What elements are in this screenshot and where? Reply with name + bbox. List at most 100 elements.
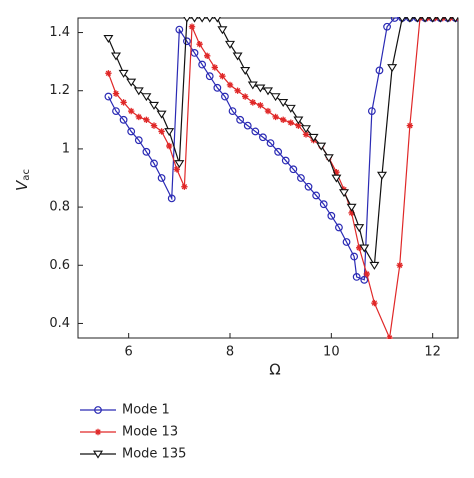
marker — [301, 125, 311, 134]
series-line — [107, 17, 456, 268]
marker — [297, 174, 305, 182]
marker — [120, 99, 127, 106]
marker — [135, 113, 142, 121]
marker — [352, 273, 361, 281]
marker — [167, 194, 176, 203]
marker — [302, 131, 310, 138]
x-tick-label: 6 — [125, 345, 133, 360]
marker — [234, 87, 241, 94]
marker — [339, 189, 349, 198]
marker — [281, 156, 290, 165]
marker — [211, 64, 218, 71]
marker — [335, 223, 343, 232]
marker — [205, 72, 214, 81]
marker — [166, 142, 173, 150]
marker — [333, 168, 340, 176]
marker — [287, 119, 294, 126]
marker — [257, 102, 264, 109]
marker — [386, 334, 393, 339]
marker — [348, 209, 355, 217]
marker — [421, 17, 429, 23]
marker — [183, 37, 191, 46]
marker — [304, 182, 313, 191]
marker — [174, 160, 185, 169]
marker — [188, 23, 196, 30]
marker — [255, 84, 266, 93]
marker — [429, 17, 437, 23]
marker — [181, 183, 188, 190]
marker — [363, 270, 370, 278]
marker — [175, 25, 184, 34]
marker — [126, 78, 137, 87]
marker — [444, 17, 452, 23]
marker — [367, 107, 376, 115]
y-axis-label: Vac — [13, 169, 33, 191]
marker — [327, 211, 336, 220]
marker — [103, 35, 114, 44]
legend-label: Mode 1 — [122, 403, 170, 418]
marker — [228, 107, 237, 115]
y-axis-label-main: V — [13, 179, 31, 191]
marker — [274, 147, 283, 156]
marker — [251, 127, 260, 136]
marker — [196, 40, 203, 48]
marker — [369, 261, 380, 270]
x-tick-label: 12 — [424, 345, 441, 360]
marker — [312, 191, 321, 200]
marker — [356, 244, 363, 252]
marker — [387, 64, 398, 73]
marker — [105, 70, 112, 77]
x-tick-label: 8 — [226, 345, 234, 360]
y-tick-label: 0.8 — [49, 200, 70, 215]
marker — [319, 200, 328, 209]
marker — [221, 92, 229, 101]
marker — [436, 17, 444, 23]
marker — [406, 122, 414, 129]
marker — [280, 116, 287, 124]
marker — [377, 171, 387, 180]
marker — [316, 142, 327, 151]
marker — [133, 87, 144, 96]
marker — [278, 99, 289, 108]
marker — [149, 101, 159, 110]
legend-label: Mode 13 — [122, 425, 178, 440]
marker — [406, 17, 414, 23]
marker — [259, 133, 267, 142]
plot-frame — [77, 17, 459, 339]
marker — [359, 244, 370, 253]
marker — [263, 87, 273, 96]
series-line — [107, 17, 458, 339]
marker — [143, 116, 150, 124]
marker — [157, 174, 166, 182]
marker — [350, 252, 359, 261]
marker — [112, 90, 120, 97]
y-tick-label: 0.4 — [49, 316, 70, 331]
marker — [128, 107, 135, 115]
marker — [270, 93, 281, 102]
marker — [164, 128, 175, 137]
marker — [150, 122, 158, 129]
marker — [289, 165, 298, 174]
y-tick-label: 1.4 — [49, 25, 70, 40]
marker — [331, 174, 342, 183]
marker — [375, 66, 384, 75]
marker — [119, 115, 128, 124]
plot-area — [103, 17, 458, 339]
marker — [150, 159, 158, 168]
marker — [226, 81, 234, 89]
marker — [118, 69, 129, 78]
marker — [94, 406, 102, 414]
marker — [342, 238, 351, 246]
marker — [173, 166, 180, 173]
marker — [398, 17, 406, 23]
marker — [236, 115, 245, 124]
marker — [264, 107, 272, 115]
marker — [158, 128, 165, 135]
y-tick-label: 1 — [62, 141, 70, 156]
marker — [390, 17, 399, 22]
marker — [198, 60, 207, 69]
marker — [198, 17, 206, 23]
marker — [112, 107, 120, 115]
marker — [219, 72, 226, 80]
marker — [249, 99, 256, 106]
